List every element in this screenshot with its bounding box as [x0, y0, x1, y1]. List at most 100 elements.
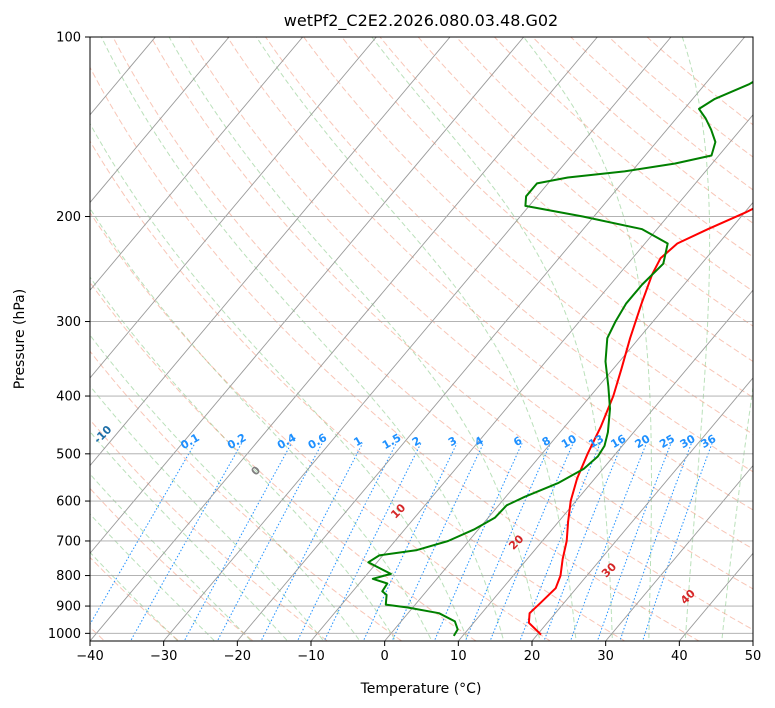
dry-adiabat-line	[112, 37, 753, 631]
dry-adiabat-line	[90, 419, 329, 641]
isotherms	[90, 37, 753, 641]
moist-adiabat-line	[90, 430, 289, 641]
sounding-profiles	[367, 80, 753, 637]
moist-adiabat-line	[523, 37, 652, 641]
mixing-ratio-line	[90, 443, 196, 626]
moist-adiabat-line	[681, 37, 711, 641]
x-tick-label: −10	[297, 649, 324, 664]
moist-adiabat-line	[90, 385, 325, 641]
dry-adiabat-line	[188, 37, 753, 550]
y-axis-label: Pressure (hPa)	[12, 289, 28, 389]
dry-adiabat-line	[341, 37, 753, 399]
isotherm-line	[90, 37, 230, 204]
background-line-labels: -100-90-80-70-60-50-40-30-20-100.10.20.4…	[6, 390, 718, 607]
mixing-ratio-label: 1.5	[380, 431, 403, 452]
dry-adiabat-line	[90, 350, 403, 641]
x-tick-label: 50	[745, 649, 762, 664]
mixing-ratio-label: 0.1	[178, 431, 201, 452]
mixing-ratio-line	[183, 443, 292, 641]
moist-adiabat-label: 40	[678, 587, 698, 607]
isotherm-line	[90, 37, 377, 379]
mixing-ratio-label: 2	[410, 434, 423, 449]
y-tick-label: 800	[56, 569, 81, 584]
y-tick-label: 300	[56, 315, 81, 330]
plot-frame	[89, 36, 754, 642]
moist-adiabat-line	[758, 37, 775, 646]
x-tick-label: 30	[597, 649, 614, 664]
mixing-ratio-line	[362, 443, 458, 641]
moist-adiabat-line	[255, 37, 577, 641]
isotherm-line	[90, 37, 525, 555]
dry-adiabat-line	[90, 211, 552, 641]
mixing-ratio-line	[260, 443, 364, 641]
x-tick-label: 40	[671, 649, 688, 664]
moist-adiabat-line	[371, 37, 613, 641]
dry-adiabat-line	[90, 556, 180, 641]
x-tick-label: 0	[381, 649, 389, 664]
dry-adiabat-label: -20	[6, 390, 29, 413]
y-axis: 100 200 300 400 500 600 700 800 900 1000	[48, 31, 90, 642]
mixing-ratio-line	[216, 443, 323, 641]
y-tick-label: 400	[56, 390, 81, 405]
plot-area: -100-90-80-70-60-50-40-30-20-100.10.20.4…	[6, 37, 775, 646]
mixing-ratio-line	[464, 443, 551, 641]
mixing-ratio-line	[543, 443, 623, 641]
x-axis: −40 −30 −20 −10 0 10 20 30 40 50	[76, 641, 761, 664]
moist-adiabat-line	[90, 207, 433, 641]
dry-adiabat-line	[150, 37, 753, 590]
moist-adiabat-line	[721, 383, 753, 641]
x-tick-label: −30	[150, 649, 177, 664]
y-tick-label: 500	[56, 447, 81, 462]
mixing-ratio-label: 0.2	[225, 431, 248, 452]
mixing-ratio-label: 0.6	[306, 431, 330, 452]
moist-adiabat-label: 20	[506, 532, 526, 552]
mixing-ratio-line	[130, 443, 243, 641]
isotherm-line	[384, 201, 753, 641]
dry-adiabat-line	[417, 37, 753, 327]
isotherm-line	[605, 464, 753, 641]
dry-adiabat-line	[226, 37, 753, 511]
isotherm-line	[678, 552, 753, 641]
dry-adiabats	[90, 37, 753, 641]
isotherm-line	[236, 37, 746, 641]
mixing-ratio-line	[519, 443, 601, 641]
isotherm-line	[752, 640, 753, 641]
dry-adiabat-line	[90, 140, 626, 641]
y-tick-label: 600	[56, 495, 81, 510]
dry-adiabat-line	[90, 487, 254, 641]
isotherm-line	[310, 114, 753, 641]
mixing-ratio-line	[569, 443, 647, 641]
mixing-ratio-label: 10	[559, 432, 579, 451]
x-tick-label: −40	[76, 649, 103, 664]
mixing-ratio-line	[642, 443, 713, 641]
moist-adiabat-line	[90, 334, 361, 641]
dry-adiabat-line	[455, 37, 753, 292]
isotherm-line	[90, 37, 304, 291]
moist-adiabat-line	[90, 122, 469, 641]
moist-adiabats	[90, 37, 775, 646]
dry-adiabat-label: -10	[91, 423, 114, 446]
mixing-ratio-label: 3	[446, 434, 459, 449]
moist-adiabat-label: 10	[388, 501, 408, 521]
x-axis-label: Temperature (°C)	[360, 681, 482, 697]
isotherm-line	[90, 37, 598, 641]
y-tick-label: 200	[56, 210, 81, 225]
moist-adiabat-label: 30	[599, 560, 619, 580]
mixing-ratio-label: 6	[511, 434, 524, 449]
isotherm-line	[90, 37, 451, 467]
mixing-ratio-label: 25	[657, 432, 677, 451]
isotherm-line	[531, 377, 753, 641]
moist-adiabat-line	[90, 513, 216, 641]
mixing-ratio-label: 16	[608, 432, 628, 451]
moist-adiabat-line	[168, 37, 541, 641]
dewpoint-profile	[367, 80, 753, 637]
isotherm-line	[163, 37, 672, 641]
y-tick-label: 900	[56, 600, 81, 615]
mixing-ratio-line	[489, 443, 574, 641]
moist-adiabat-line	[90, 276, 397, 641]
chart-title: wetPf2_C2E2.2026.080.03.48.G02	[284, 11, 558, 31]
mixing-ratio-line	[619, 443, 692, 641]
mixing-ratio-line	[296, 443, 397, 641]
x-tick-label: 10	[450, 649, 467, 664]
dry-adiabat-line	[90, 66, 700, 641]
